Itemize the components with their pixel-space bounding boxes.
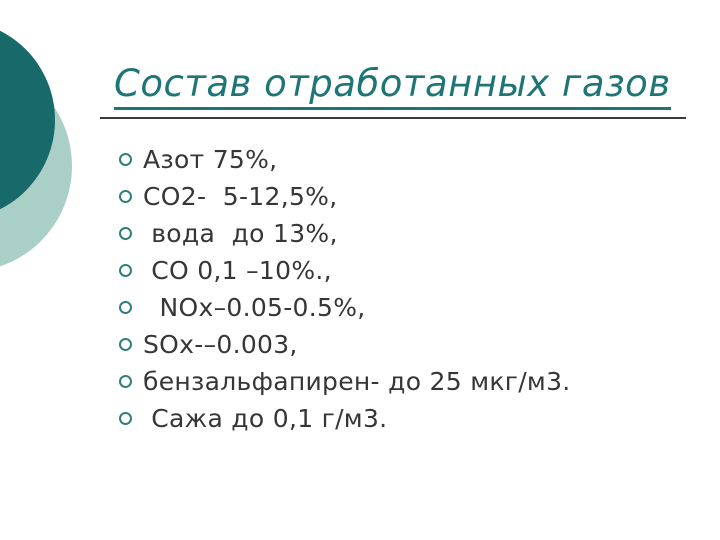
list-item: Сажа до 0,1 г/м3.	[119, 400, 571, 437]
list-item: SOx-–0.003,	[119, 326, 571, 363]
bullet-list: Азот 75%, СО2- 5-12,5%, вода до 13%, СО 0…	[119, 141, 571, 437]
circle-bullet-icon	[119, 227, 132, 240]
bullet-item-text: SOx-–0.003,	[143, 330, 298, 359]
list-item: СО2- 5-12,5%,	[119, 178, 571, 215]
list-item: бензальфапирен- до 25 мкг/м3.	[119, 363, 571, 400]
list-item: NOx–0.05-0.5%,	[119, 289, 571, 326]
circle-bullet-icon	[119, 338, 132, 351]
slide-title-text: Состав отработанных газов	[114, 62, 671, 110]
slide-title: Состав отработанных газов	[114, 62, 671, 110]
list-item: СО 0,1 –10%.,	[119, 252, 571, 289]
circle-bullet-icon	[119, 412, 132, 425]
circle-bullet-icon	[119, 375, 132, 388]
bullet-item-text: Сажа до 0,1 г/м3.	[143, 404, 388, 433]
circle-bullet-icon	[119, 190, 132, 203]
bullet-item-text: NOx–0.05-0.5%,	[143, 293, 366, 322]
bullet-item-text: бензальфапирен- до 25 мкг/м3.	[143, 367, 571, 396]
bullet-item-text: вода до 13%,	[143, 219, 338, 248]
list-item: вода до 13%,	[119, 215, 571, 252]
bullet-item-text: СО 0,1 –10%.,	[143, 256, 332, 285]
circle-bullet-icon	[119, 264, 132, 277]
circle-bullet-icon	[119, 301, 132, 314]
bullet-item-text: Азот 75%,	[143, 145, 278, 174]
circle-bullet-icon	[119, 153, 132, 166]
list-item: Азот 75%,	[119, 141, 571, 178]
title-separator-line	[100, 117, 686, 119]
bullet-item-text: СО2- 5-12,5%,	[143, 182, 338, 211]
